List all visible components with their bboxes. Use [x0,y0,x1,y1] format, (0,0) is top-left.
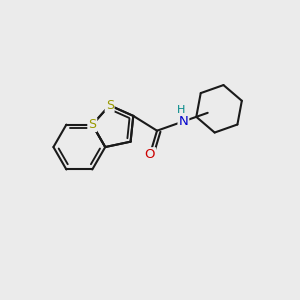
Text: S: S [106,99,114,112]
Text: N: N [178,115,188,128]
Text: H: H [177,105,185,115]
Text: O: O [145,148,155,161]
Text: S: S [88,118,96,131]
